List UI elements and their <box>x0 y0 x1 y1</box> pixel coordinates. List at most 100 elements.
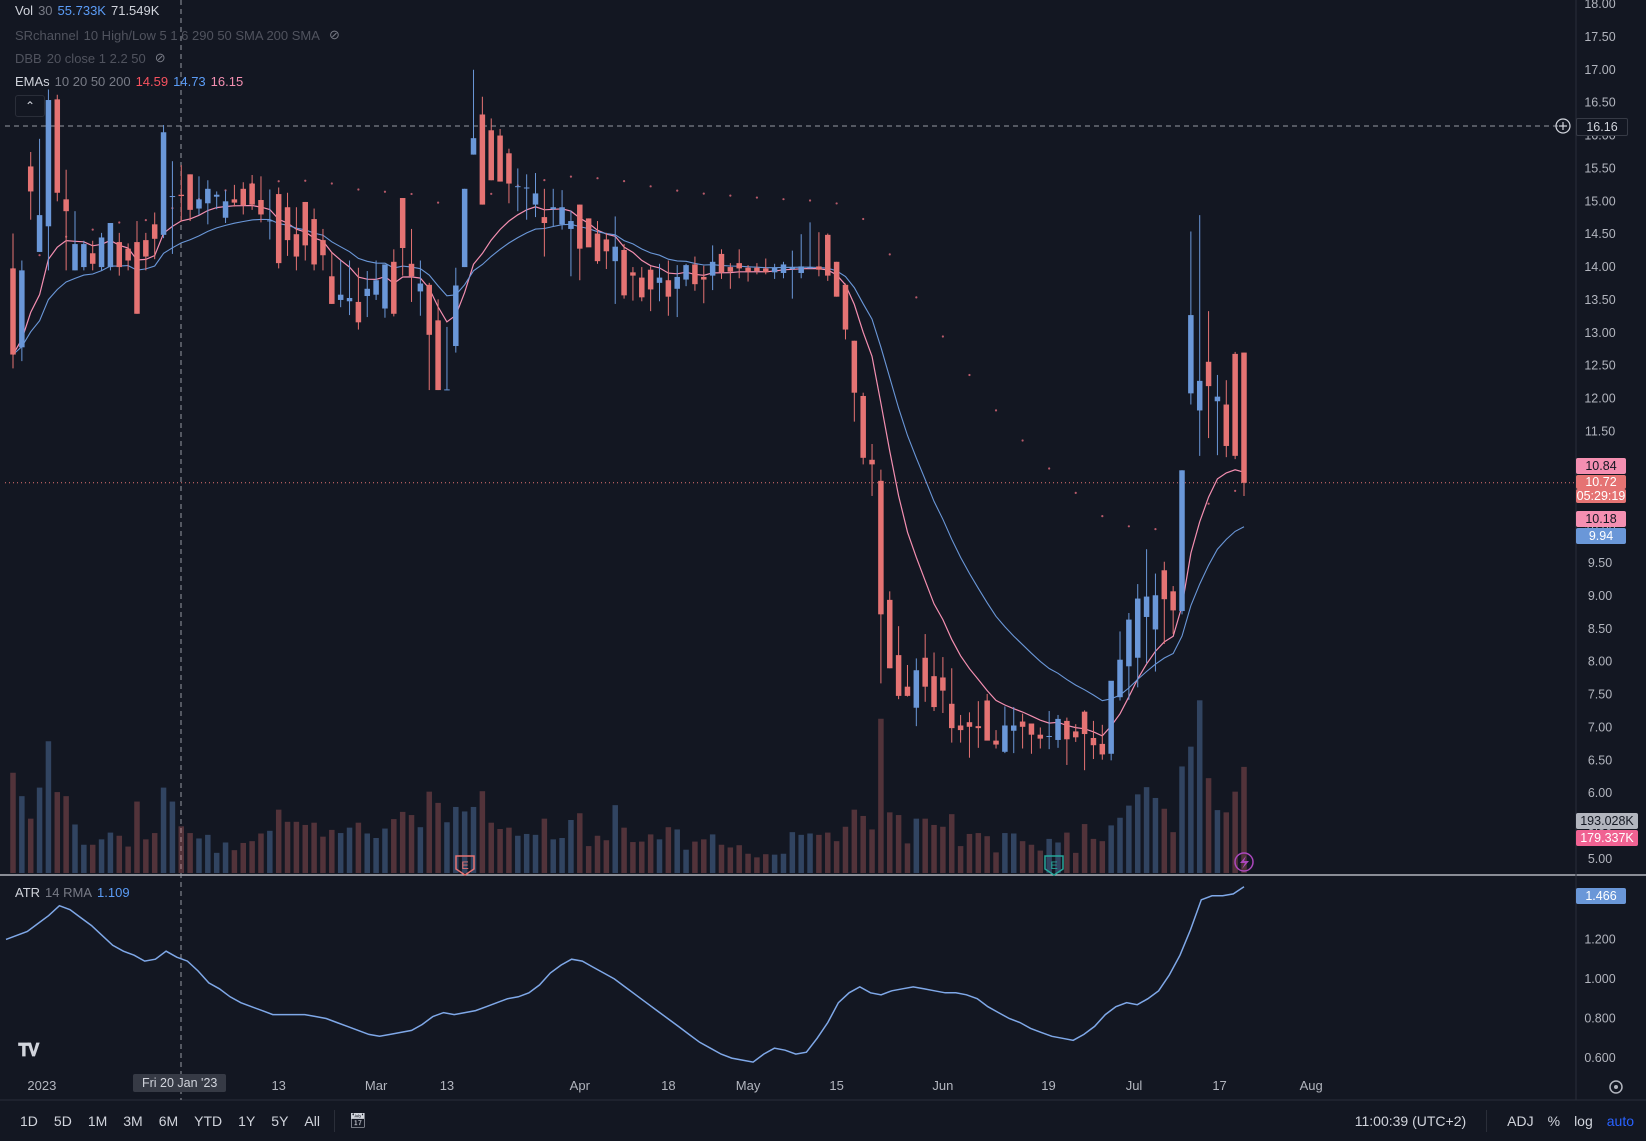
legend-vol: Vol 30 55.733K 71.549K <box>15 3 159 18</box>
volume-bar <box>701 839 707 873</box>
candle-body <box>612 246 618 262</box>
candle-body <box>275 194 282 264</box>
ema200-dot <box>1127 525 1130 528</box>
range-5d-button[interactable]: 5D <box>53 1112 72 1129</box>
volume-bar <box>585 846 592 873</box>
candle <box>1117 631 1123 701</box>
ema200-dot <box>383 190 387 193</box>
auto-toggle[interactable]: auto <box>1606 1112 1634 1129</box>
volume-bar <box>1002 833 1008 873</box>
clock-time[interactable]: 11:00:39 (UTC+2) <box>1354 1112 1467 1129</box>
candle <box>435 299 441 391</box>
candle <box>612 216 618 304</box>
volume-bar <box>1161 808 1168 873</box>
volume-bar <box>683 849 689 873</box>
range-3m-button[interactable]: 3M <box>123 1112 143 1129</box>
candle-body <box>1072 731 1079 738</box>
legend-sr[interactable]: SRchannel 10 High/Low 5 1 6 290 50 SMA 2… <box>15 27 340 43</box>
ema20-line <box>12 218 1245 702</box>
candle-body <box>36 215 43 252</box>
countdown-label: 05:29:19 <box>1576 489 1626 503</box>
volume-bar <box>470 806 477 873</box>
candle <box>81 240 87 271</box>
range-all-button[interactable]: All <box>304 1112 320 1129</box>
candle-body <box>904 686 911 696</box>
ema10-line <box>12 204 1245 737</box>
range-5y-button[interactable]: 5Y <box>271 1112 289 1129</box>
toolbar-divider <box>1486 1109 1488 1132</box>
candle-body <box>426 284 432 335</box>
candle <box>594 221 601 264</box>
volume-bar <box>798 834 804 873</box>
add-alert-icon <box>1555 118 1571 134</box>
candle-body <box>408 263 415 277</box>
candle-body <box>523 187 530 189</box>
price-tick-label: 17.50 <box>1584 30 1615 44</box>
price-tick-label: 9.00 <box>1588 589 1612 603</box>
range-1m-button[interactable]: 1M <box>87 1112 108 1129</box>
legend-atr-name: ATR <box>15 885 41 900</box>
candle-body <box>1081 711 1088 735</box>
volume-bar <box>1241 766 1247 873</box>
volume-bar <box>993 852 999 873</box>
candle-body <box>771 267 778 273</box>
candle <box>408 228 415 302</box>
candle-body <box>470 138 477 155</box>
candle-body <box>125 248 131 261</box>
candle <box>860 392 866 465</box>
candle <box>807 222 813 269</box>
candle-body <box>692 264 698 285</box>
candle-body <box>957 725 964 731</box>
candle-body <box>798 266 804 273</box>
volume-bar <box>417 827 424 873</box>
candle-body <box>656 277 663 283</box>
hidden-eye-icon[interactable]: ⊘ <box>154 50 166 65</box>
time-tick-label: 13 <box>440 1078 454 1093</box>
volume-bar <box>931 824 937 873</box>
candle <box>249 175 255 210</box>
range-1y-button[interactable]: 1Y <box>238 1112 256 1129</box>
adj-toggle[interactable]: ADJ <box>1507 1112 1534 1129</box>
ema200-dot <box>410 192 413 196</box>
ema200-dot <box>702 192 705 195</box>
price-tick-label: 15.00 <box>1584 194 1615 208</box>
candle <box>568 210 574 277</box>
ema200-dot <box>1101 514 1104 518</box>
candle-body <box>488 130 494 181</box>
calendar-range-icon[interactable]: 📅︎ <box>348 1112 367 1128</box>
percent-toggle[interactable]: % <box>1547 1112 1561 1129</box>
candles <box>10 69 1247 771</box>
candle-body <box>745 267 751 272</box>
candle <box>417 260 424 316</box>
ema200-dot <box>144 219 147 222</box>
candle <box>1152 573 1159 672</box>
range-1d-button[interactable]: 1D <box>20 1112 38 1129</box>
candle-body <box>550 207 556 210</box>
candle <box>240 182 247 215</box>
hidden-eye-icon[interactable]: ⊘ <box>328 27 340 42</box>
volume-bar <box>249 841 255 873</box>
candle <box>63 169 69 271</box>
volume-bar <box>444 822 450 873</box>
collapse-legend-button[interactable]: ⌃ <box>15 95 45 117</box>
ema200-dot <box>490 192 493 195</box>
range-6m-button[interactable]: 6M <box>158 1112 179 1129</box>
volume-bar <box>355 822 362 873</box>
tradingview-logo-icon[interactable]: 𝐓𝐕 <box>18 1040 39 1060</box>
log-toggle[interactable]: log <box>1574 1112 1593 1129</box>
range-ytd-button[interactable]: YTD <box>194 1112 223 1129</box>
candle-body <box>151 224 158 239</box>
time-tick-label: Jun <box>932 1078 953 1093</box>
legend-dbb[interactable]: DBB 20 close 1 2.2 50 ⊘ <box>15 50 166 66</box>
volume-bar <box>54 792 61 873</box>
volume-bar <box>107 832 114 873</box>
earnings-icon-shape <box>455 855 475 876</box>
ema200-dot <box>968 373 971 377</box>
candle <box>311 208 317 271</box>
candle <box>1161 561 1168 644</box>
volume-bar <box>807 833 813 873</box>
ema-lines <box>11 175 1245 737</box>
candle-body <box>1134 598 1141 658</box>
time-tick-label: 17 <box>1212 1078 1226 1093</box>
